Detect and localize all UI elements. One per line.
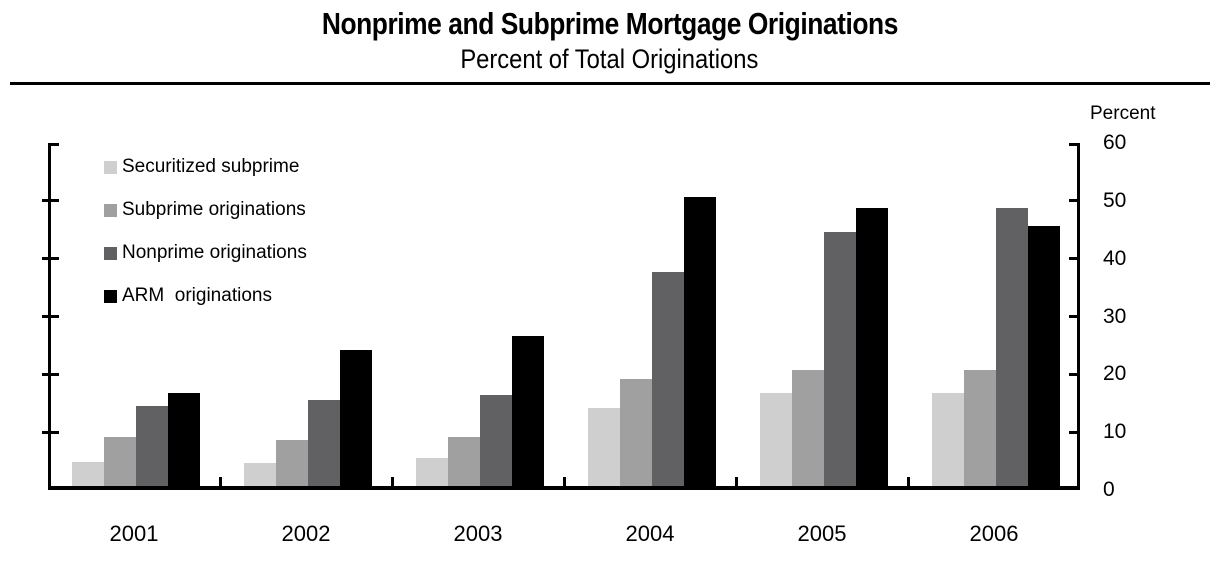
bar-2002-series-0: [244, 462, 276, 486]
legend-item-2: Nonprime originations: [104, 242, 307, 264]
bar-2001-series-2: [136, 406, 168, 486]
title-divider: [10, 82, 1210, 85]
bar-2006-series-2: [996, 208, 1028, 486]
y-tick-label-40: 40: [1103, 246, 1127, 270]
bar-2003-series-0: [416, 458, 448, 486]
bar-2001-series-3: [168, 393, 200, 486]
x-tick-label-2005: 2005: [797, 521, 847, 546]
legend: Securitized subprime Subprime origination…: [104, 156, 307, 328]
plot-area: [42, 143, 1080, 490]
legend-item-3: ARM originations: [104, 285, 307, 307]
x-tick-label-2001: 2001: [109, 521, 159, 546]
x-tick-label-2003: 2003: [453, 521, 503, 546]
subtitle-row: Percent of Total Originations: [0, 44, 1219, 75]
bar-2006-series-0: [932, 393, 964, 486]
legend-swatch-icon: [104, 203, 117, 217]
x-axis-tick: [218, 477, 222, 486]
y-axis-tick-right: [1069, 315, 1077, 318]
x-tick-label-2006: 2006: [969, 521, 1019, 546]
x-axis-tick: [390, 477, 394, 486]
bar-2004-series-3: [684, 196, 716, 486]
bar-2003-series-1: [448, 436, 480, 486]
legend-label: Securitized subprime: [122, 156, 300, 177]
bar-2006-series-1: [964, 370, 996, 486]
y-axis-tick-left: [42, 315, 59, 318]
bar-2003-series-2: [480, 394, 512, 486]
legend-swatch-icon: [104, 289, 117, 303]
y-tick-label-20: 20: [1103, 362, 1127, 386]
y-axis-tick-left: [42, 430, 59, 434]
legend-item-1: Subprime originations: [104, 199, 307, 221]
y-axis-tick-left: [42, 257, 59, 261]
x-axis-tick: [734, 477, 738, 486]
y-axis-title: Percent: [1090, 103, 1156, 124]
y-tick-label-30: 30: [1103, 304, 1127, 328]
bar-2004-series-2: [652, 272, 684, 486]
bar-2003-series-3: [512, 335, 544, 486]
y-axis-tick-right: [1069, 372, 1077, 376]
bar-2001-series-1: [104, 436, 136, 486]
legend-label: Nonprime originations: [122, 242, 307, 263]
y-tick-label-0: 0: [1103, 478, 1115, 501]
chart-subtitle: Percent of Total Originations: [460, 44, 759, 74]
bar-2001-series-0: [72, 461, 104, 486]
bar-2005-series-2: [824, 231, 856, 486]
chart-title: Nonprime and Subprime Mortgage Originati…: [321, 6, 898, 41]
title-row: Nonprime and Subprime Mortgage Originati…: [0, 6, 1219, 42]
legend-swatch-icon: [104, 246, 117, 260]
bar-2004-series-1: [620, 379, 652, 486]
y-axis-tick-left: [51, 143, 59, 146]
y-axis-tick-right: [1069, 199, 1077, 203]
x-axis-tick: [906, 477, 910, 486]
x-tick-label-2004: 2004: [625, 521, 675, 546]
y-tick-label-10: 10: [1103, 420, 1127, 444]
bar-2006-series-3: [1028, 225, 1060, 486]
y-axis-tick-right: [1069, 143, 1077, 146]
y-axis-tick-right: [1069, 430, 1077, 434]
bar-2004-series-0: [588, 407, 620, 486]
y-axis-tick-left: [42, 199, 59, 203]
legend-label: Subprime originations: [122, 199, 306, 220]
bar-2005-series-3: [856, 208, 888, 486]
bar-2002-series-2: [308, 400, 340, 486]
y-axis-tick-left: [42, 372, 59, 376]
legend-swatch-icon: [104, 160, 117, 174]
bar-2002-series-1: [276, 439, 308, 486]
bar-2005-series-1: [792, 370, 824, 486]
y-tick-label-60: 60: [1103, 131, 1127, 154]
bar-2002-series-3: [340, 350, 372, 486]
y-axis-tick-right: [1069, 257, 1077, 261]
bar-2005-series-0: [760, 393, 792, 486]
legend-item-0: Securitized subprime: [104, 156, 307, 178]
x-axis-tick: [562, 477, 566, 486]
x-tick-label-2002: 2002: [281, 521, 331, 546]
legend-label: ARM originations: [122, 285, 272, 306]
y-tick-label-50: 50: [1103, 188, 1127, 212]
